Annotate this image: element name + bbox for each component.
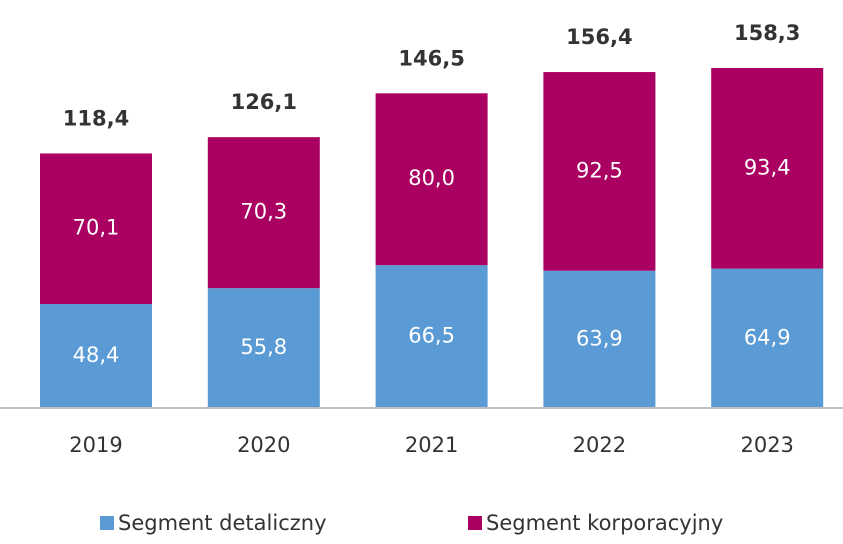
legend-label: Segment korporacyjny [486,511,723,535]
x-tick-label: 2020 [237,433,290,457]
bar-segment [543,270,656,408]
data-label: 63,9 [576,326,623,350]
data-label: 64,9 [744,325,791,349]
x-tick-label: 2023 [740,433,793,457]
total-label: 118,4 [63,106,129,130]
x-tick-label: 2022 [573,433,626,457]
total-label: 156,4 [566,25,632,49]
total-label: 126,1 [231,90,297,114]
data-label: 55,8 [240,335,287,359]
data-label: 70,3 [240,200,287,224]
bar-segment [207,288,320,408]
bar-segment [375,93,488,266]
total-label: 158,3 [734,21,800,45]
data-label: 66,5 [408,324,455,348]
data-label: 93,4 [744,155,791,179]
data-label: 48,4 [73,343,120,367]
x-tick-label: 2019 [69,433,122,457]
data-label: 92,5 [576,158,623,182]
x-tick-label: 2021 [405,433,458,457]
bar-segment [711,268,824,408]
bar-segment [543,72,656,271]
bar-segment [40,153,152,305]
data-label: 70,1 [73,216,120,240]
legend-swatch [100,516,114,530]
legend-label: Segment detaliczny [118,511,327,535]
bar-segment [711,67,824,269]
bar-segment [207,137,320,289]
bar-segment [375,265,488,408]
total-label: 146,5 [398,46,464,70]
legend-swatch [468,516,482,530]
data-label: 80,0 [408,166,455,190]
bar-segment [40,304,152,408]
